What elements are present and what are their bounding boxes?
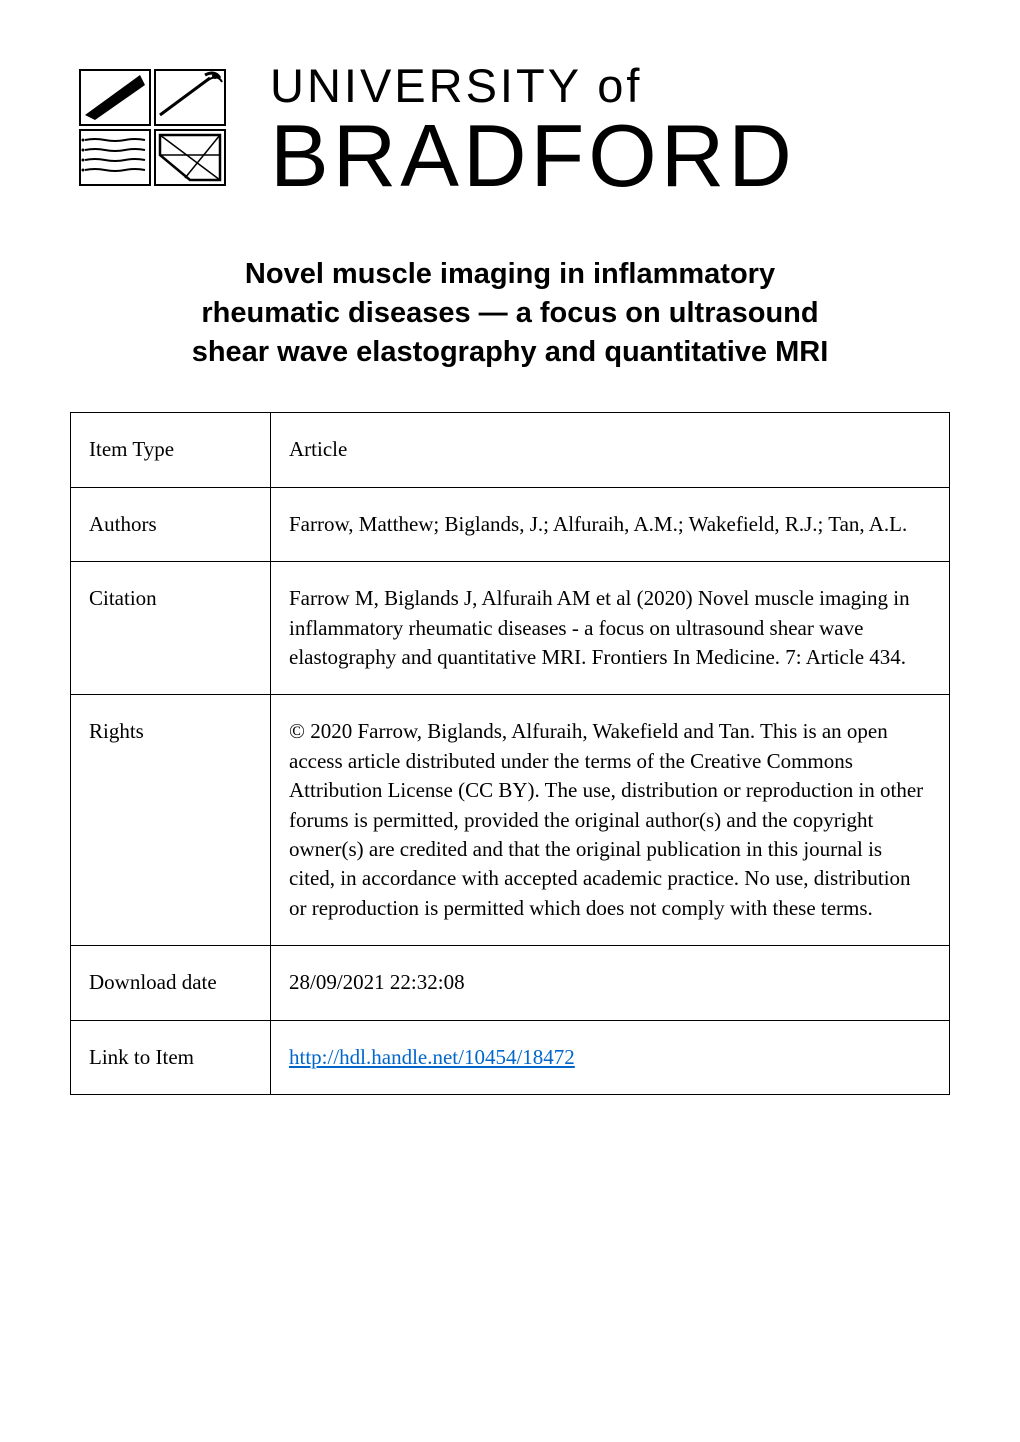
link-to-item-label: Link to Item: [71, 1020, 271, 1094]
table-row: Item Type Article: [71, 413, 950, 487]
rights-value: © 2020 Farrow, Biglands, Alfuraih, Wakef…: [271, 695, 950, 946]
authors-label: Authors: [71, 487, 271, 561]
item-type-label: Item Type: [71, 413, 271, 487]
page-title: Novel muscle imaging in inflammatory rhe…: [70, 255, 950, 372]
title-line-2: rheumatic diseases — a focus on ultrasou…: [201, 297, 818, 329]
item-link[interactable]: http://hdl.handle.net/10454/18472: [289, 1045, 575, 1069]
link-to-item-value: http://hdl.handle.net/10454/18472: [271, 1020, 950, 1094]
title-line-3: shear wave elastography and quantitative…: [192, 336, 829, 368]
title-section: Novel muscle imaging in inflammatory rhe…: [70, 255, 950, 372]
table-row: Citation Farrow M, Biglands J, Alfuraih …: [71, 562, 950, 695]
university-of-text: UNIVERSITY of: [270, 60, 950, 112]
metadata-table: Item Type Article Authors Farrow, Matthe…: [70, 412, 950, 1094]
citation-value: Farrow M, Biglands J, Alfuraih AM et al …: [271, 562, 950, 695]
bradford-text: BRADFORD: [270, 112, 950, 200]
download-date-label: Download date: [71, 946, 271, 1020]
university-name: UNIVERSITY of BRADFORD: [270, 60, 950, 200]
authors-value: Farrow, Matthew; Biglands, J.; Alfuraih,…: [271, 487, 950, 561]
citation-label: Citation: [71, 562, 271, 695]
rights-label: Rights: [71, 695, 271, 946]
download-date-value: 28/09/2021 22:32:08: [271, 946, 950, 1020]
table-row: Rights © 2020 Farrow, Biglands, Alfuraih…: [71, 695, 950, 946]
title-line-1: Novel muscle imaging in inflammatory: [245, 258, 775, 290]
table-row: Authors Farrow, Matthew; Biglands, J.; A…: [71, 487, 950, 561]
bradford-crest-icon: [70, 60, 240, 200]
table-row: Download date 28/09/2021 22:32:08: [71, 946, 950, 1020]
table-row: Link to Item http://hdl.handle.net/10454…: [71, 1020, 950, 1094]
item-type-value: Article: [271, 413, 950, 487]
university-logo: [70, 60, 240, 205]
header: UNIVERSITY of BRADFORD: [70, 60, 950, 205]
